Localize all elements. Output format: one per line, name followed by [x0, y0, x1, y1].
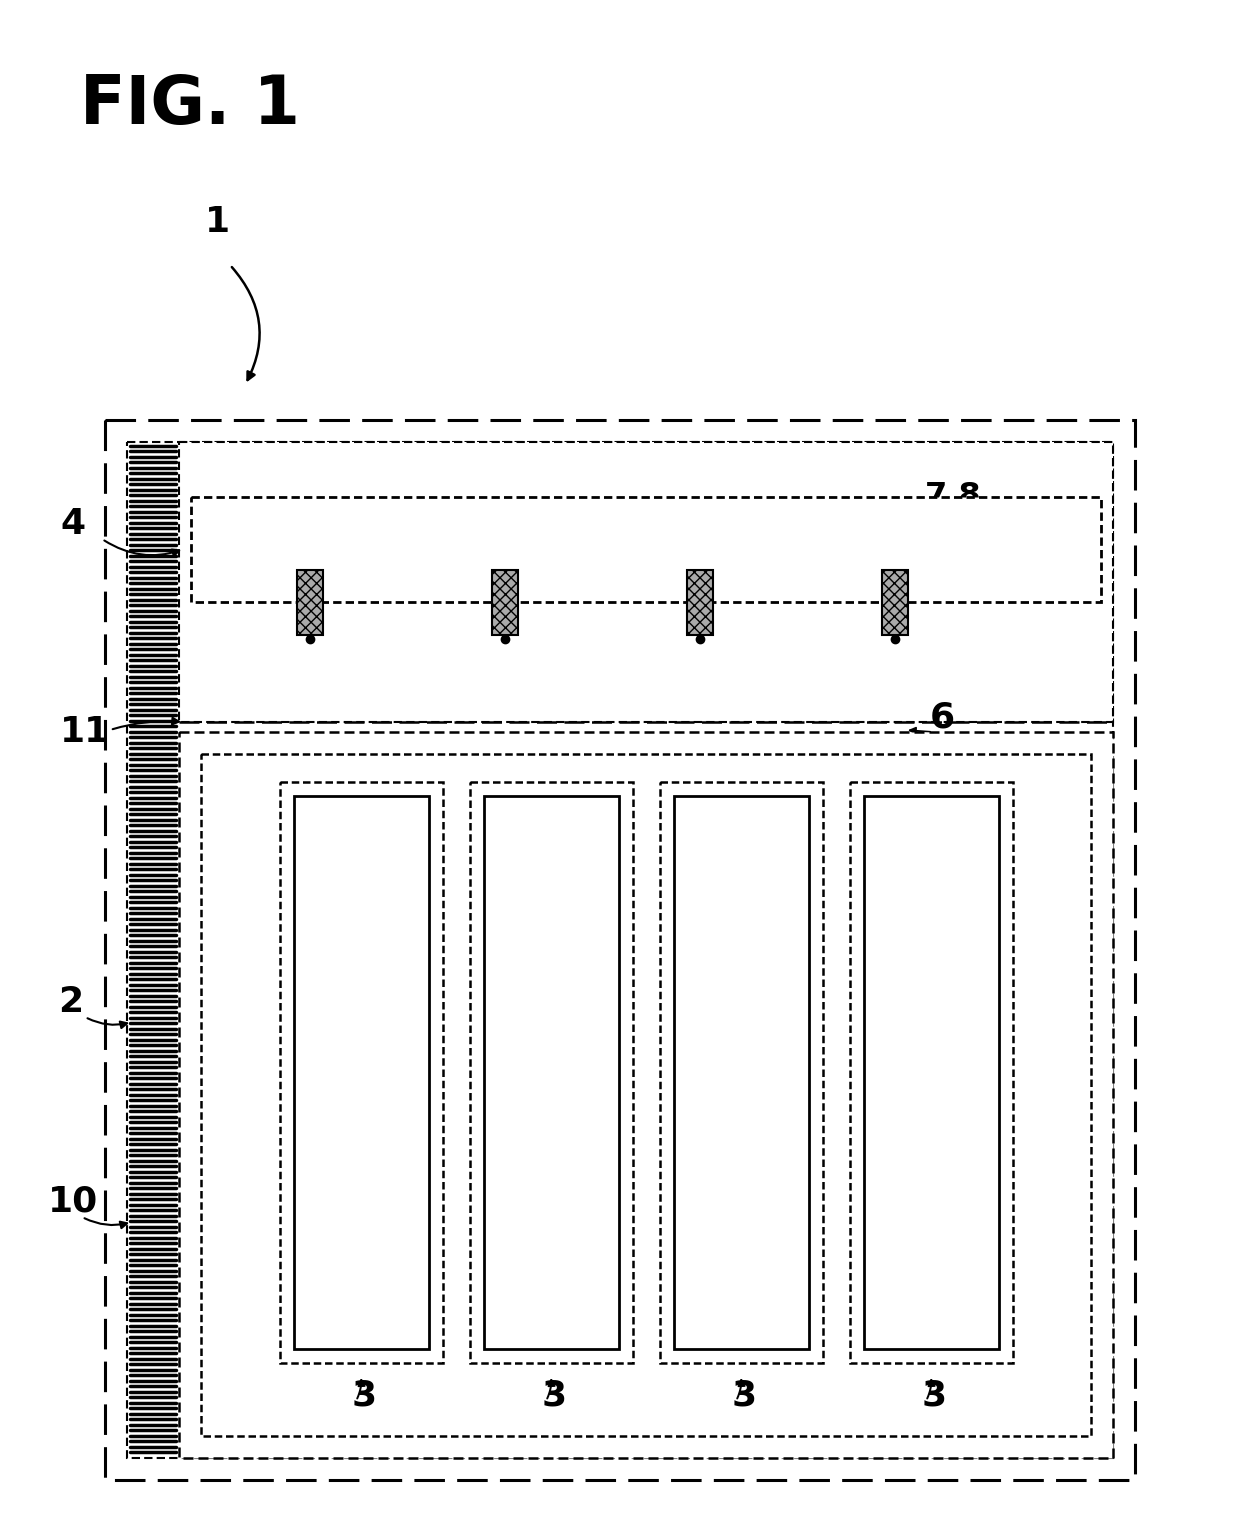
Text: 7,8: 7,8	[925, 481, 982, 512]
Bar	[849, 782, 1013, 1363]
Bar	[201, 754, 1091, 1436]
Text: 5: 5	[853, 505, 878, 539]
Text: 9: 9	[835, 768, 861, 802]
Bar	[863, 795, 998, 1350]
Bar	[470, 782, 632, 1363]
Bar	[105, 420, 1135, 1480]
Bar	[294, 795, 429, 1350]
Text: 6: 6	[930, 700, 955, 735]
Text: 5: 5	[463, 505, 489, 539]
Bar	[882, 569, 908, 635]
Bar	[191, 496, 1101, 603]
Text: 9: 9	[250, 768, 275, 802]
Bar	[126, 442, 1114, 1457]
Bar	[179, 732, 1114, 1457]
Bar	[484, 795, 619, 1350]
Bar	[673, 795, 808, 1350]
Text: 3: 3	[352, 1378, 377, 1412]
Text: 3: 3	[542, 1378, 567, 1412]
Text: 4: 4	[60, 507, 86, 540]
Text: 5: 5	[658, 505, 683, 539]
Text: 10: 10	[48, 1186, 98, 1219]
Bar	[126, 442, 179, 1457]
Text: 3: 3	[732, 1378, 758, 1412]
Bar	[179, 442, 1114, 723]
Text: 1: 1	[205, 205, 231, 238]
Text: 9: 9	[640, 768, 665, 802]
Text: 5: 5	[268, 505, 293, 539]
Bar	[279, 782, 443, 1363]
Bar	[660, 782, 822, 1363]
Text: FIG. 1: FIG. 1	[81, 71, 300, 138]
Text: 3: 3	[923, 1378, 947, 1412]
Text: 2: 2	[58, 985, 83, 1019]
Text: 11: 11	[60, 715, 110, 748]
Bar	[298, 569, 322, 635]
Text: 9: 9	[445, 768, 470, 802]
Bar	[687, 569, 713, 635]
Bar	[492, 569, 518, 635]
